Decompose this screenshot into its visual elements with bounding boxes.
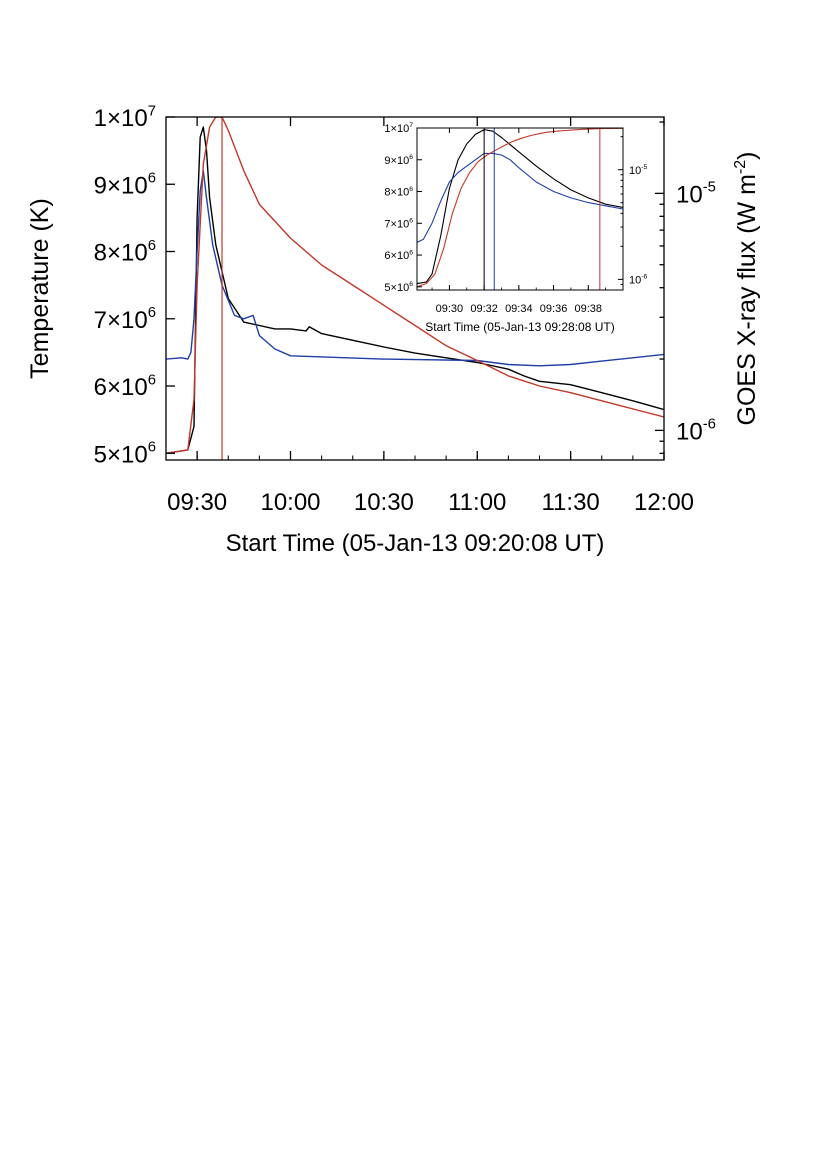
main-x-tick-label-2: 10:30 (354, 489, 414, 516)
main-x-tick-label-0: 09:30 (167, 489, 227, 516)
inset-x-tick-label-0: 09:30 (436, 303, 464, 315)
inset-background (417, 128, 623, 290)
inset-y-tick-label-5: 1×107 (384, 122, 413, 135)
main-y-tick-label-4: 9×106 (94, 171, 156, 200)
inset-x-tick-label-3: 09:36 (540, 303, 568, 315)
inset-x-tick-label-1: 09:32 (470, 303, 498, 315)
inset-y-tick-label-1: 6×106 (384, 249, 413, 262)
inset-series-0 (417, 129, 623, 285)
inset-series-2 (417, 128, 623, 288)
main-x-tick-label-5: 12:00 (634, 489, 694, 516)
main-y-tick-label-5: 1×107 (94, 103, 156, 132)
main-y-tick-label-0: 5×106 (94, 440, 156, 469)
inset-y-tick-label-3: 8×106 (384, 186, 413, 199)
inset-y-tick-label-2: 7×106 (384, 218, 413, 231)
main-x-tick-label-1: 10:00 (260, 489, 320, 516)
main-series-0 (166, 126, 664, 454)
inset-y2-tick-label-0: 10-6 (629, 274, 648, 287)
main-series-2 (166, 117, 664, 454)
main-chart: 09:30 10:00 10:30 11:00 11:30 12:00 5×106 6×106… (26, 103, 761, 557)
main-x-tick-label-3: 11:00 (448, 489, 506, 516)
main-y-tick-label-2: 7×106 (94, 305, 156, 334)
main-y-axis-title: Temperature (K) (26, 198, 54, 379)
inset-y2-tick-label-1: 10-5 (629, 164, 648, 177)
main-x-tick-label-4: 11:30 (541, 489, 599, 516)
inset-x-tick-label-2: 09:34 (505, 303, 533, 315)
main-y-tick-label-1: 6×106 (94, 372, 156, 401)
main-series-1 (166, 170, 664, 367)
inset-y-tick-label-4: 9×106 (384, 154, 413, 167)
inset-x-axis-title: Start Time (05-Jan-13 09:28:08 UT) (425, 320, 614, 334)
inset-y-tick-label-0: 5×106 (384, 281, 413, 294)
main-x-axis-title: Start Time (05-Jan-13 09:20:08 UT) (226, 530, 605, 557)
main-y2-axis-title: GOES X-ray flux (W m-2) (732, 152, 761, 426)
inset-series-1 (417, 152, 623, 243)
main-y2-tick-label-0: 10-6 (676, 417, 716, 446)
inset-chart: 09:30 09:32 09:34 09:36 09:38 5×106 6×106 7×106… (384, 122, 647, 334)
main-y-tick-label-3: 8×106 (94, 238, 156, 267)
main-y2-tick-label-1: 10-5 (676, 180, 716, 209)
inset-x-tick-label-4: 09:38 (575, 303, 603, 315)
inset-plot-frame (416, 127, 624, 291)
